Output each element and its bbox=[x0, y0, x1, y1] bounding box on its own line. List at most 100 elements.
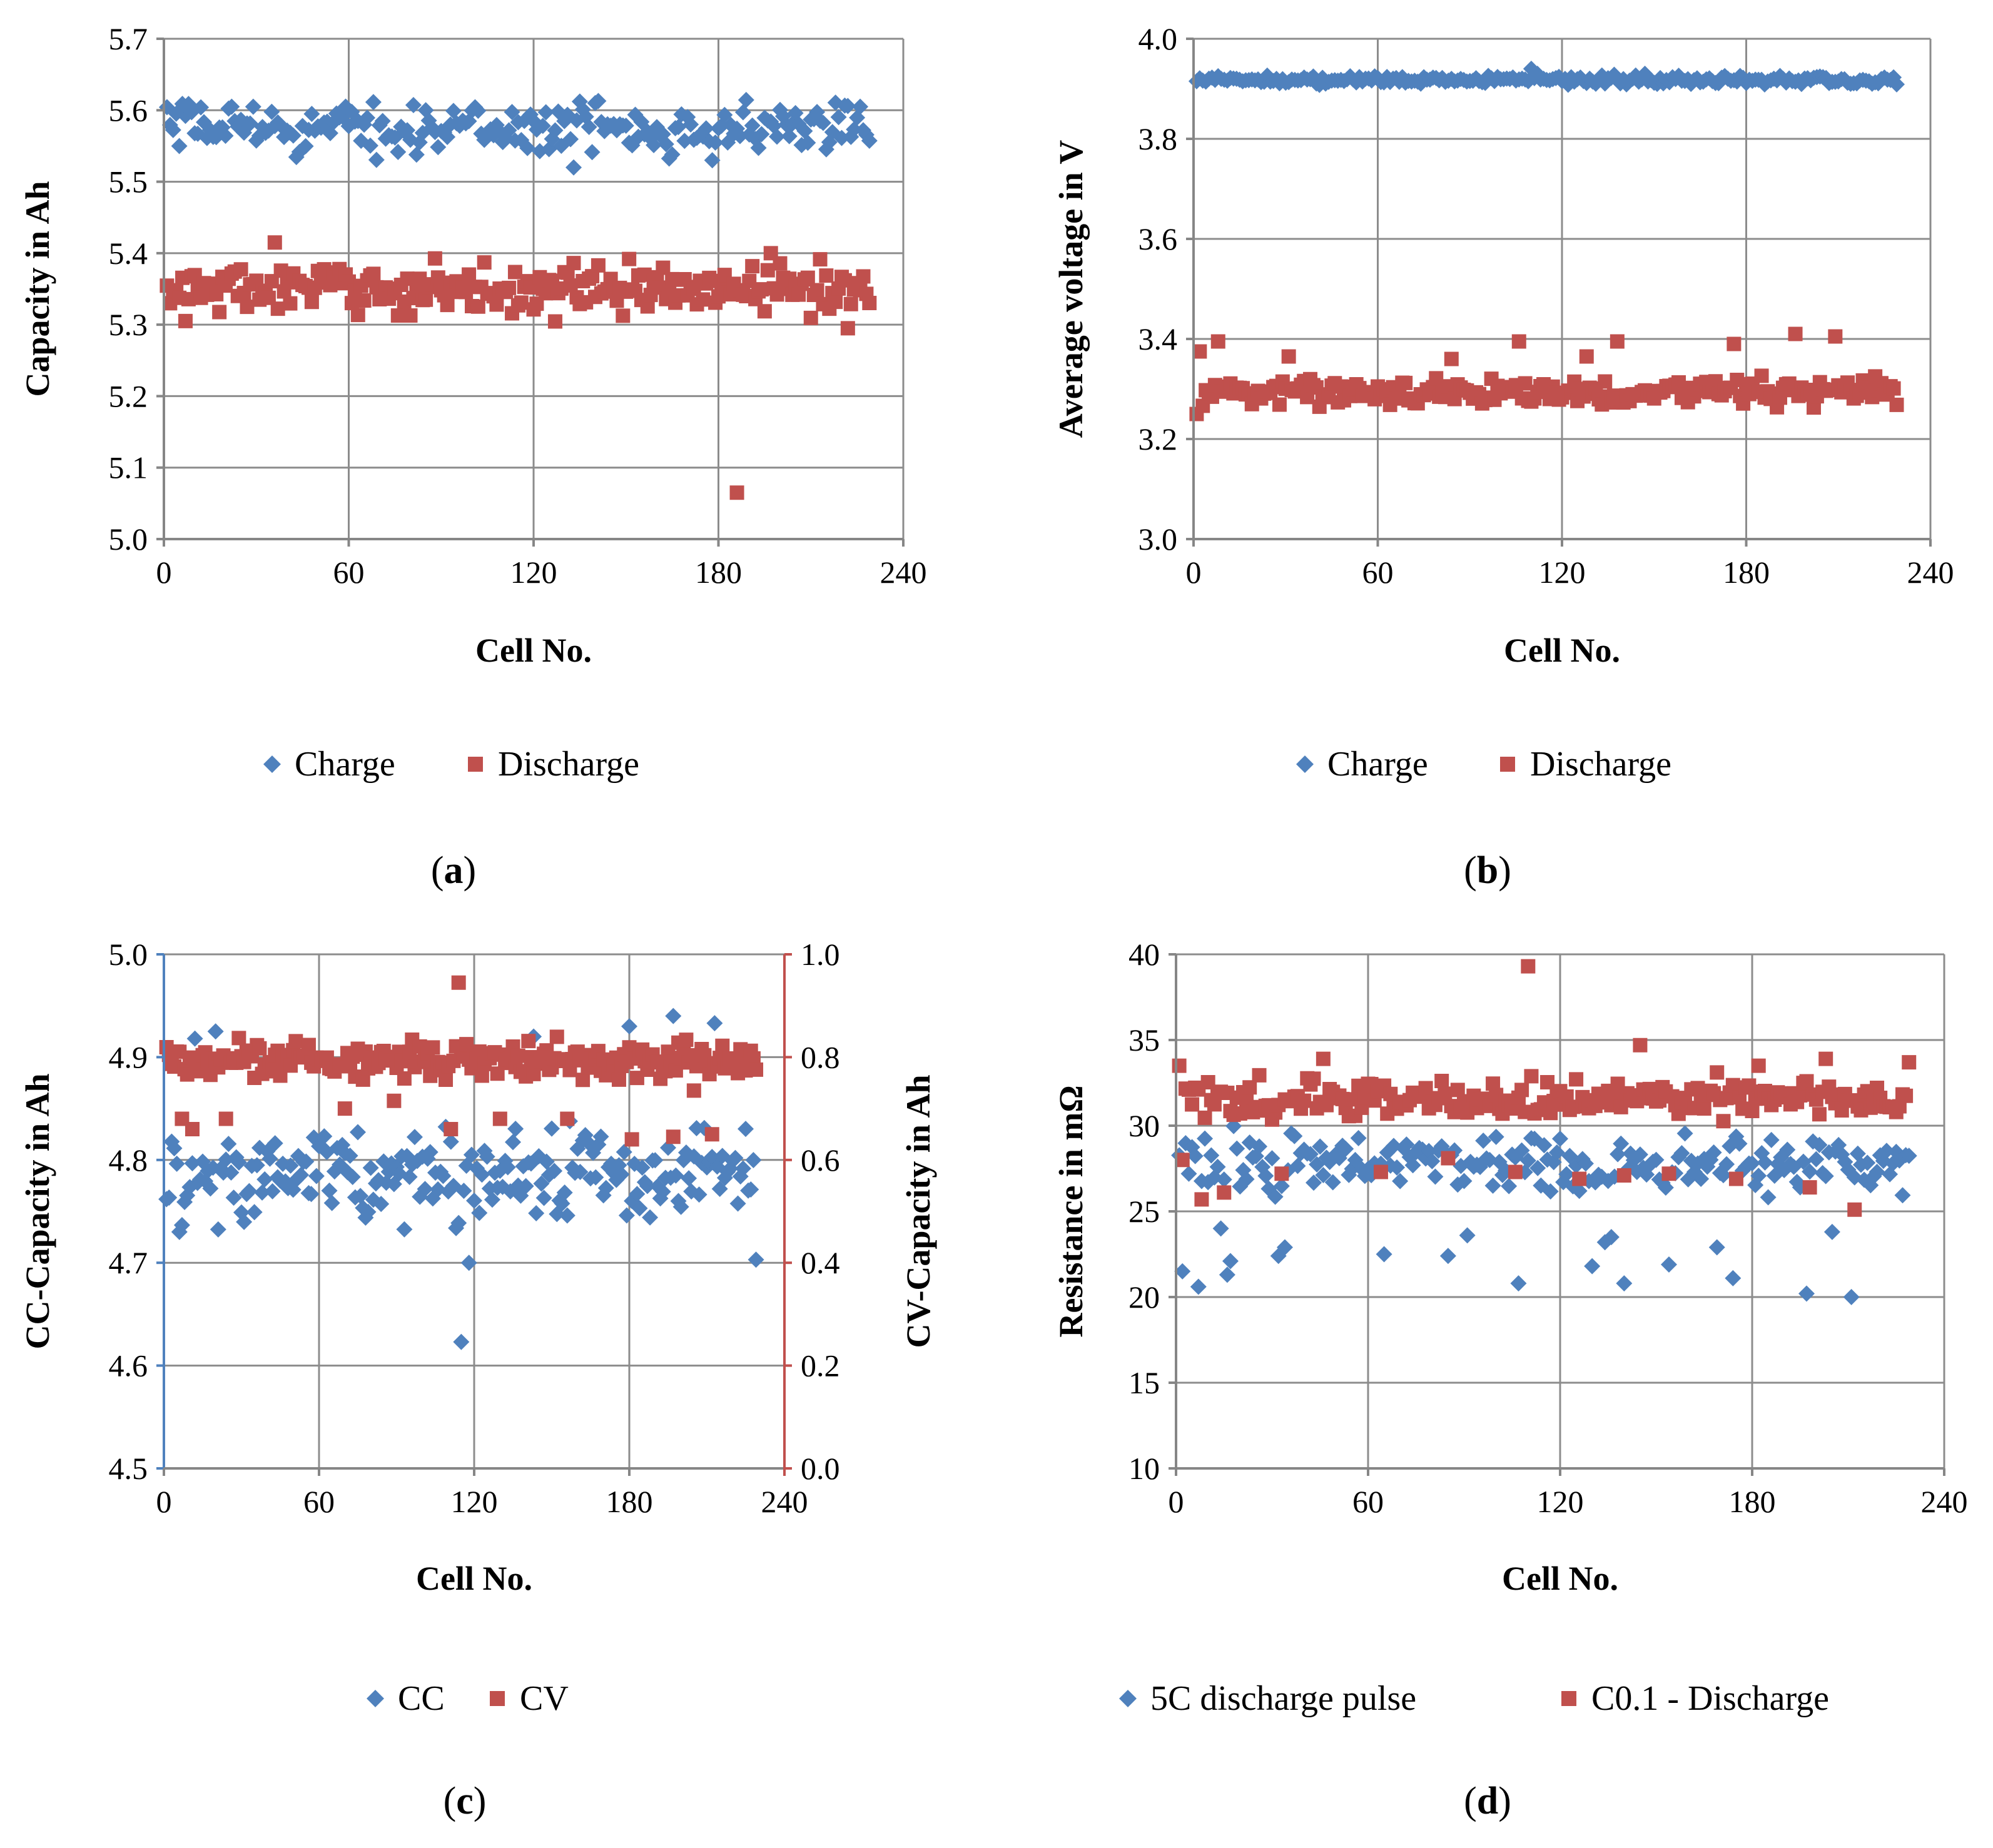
panel-a-discharge-point bbox=[819, 268, 834, 283]
panel-d-5c-discharge-pulse-point bbox=[1337, 1141, 1354, 1158]
panel-c-cc-point bbox=[629, 1186, 646, 1203]
panel-a-charge-point bbox=[534, 118, 551, 134]
panel-c-cc-point bbox=[241, 1183, 258, 1199]
panel-c-cv-point bbox=[679, 1033, 694, 1048]
panel-d-c0-1-discharge-point bbox=[1633, 1038, 1648, 1053]
panel-d-y-tick-labels: 10 15 20 25 30 35 40 bbox=[1128, 937, 1160, 1486]
panel-d-legend-label-c01: C0.1 - Discharge bbox=[1591, 1679, 1829, 1718]
panel-c-cc-point bbox=[422, 1144, 439, 1161]
panel-d-c0-1-discharge-point bbox=[1710, 1065, 1725, 1080]
panel-c-cc-point bbox=[544, 1120, 560, 1137]
panel-d-legend-marker-pulse bbox=[1119, 1690, 1137, 1707]
panel-a-charge-point bbox=[799, 134, 816, 151]
panel-a-discharge-point bbox=[350, 308, 365, 323]
panel-d-5c-discharge-pulse-point bbox=[1536, 1137, 1553, 1154]
panel-d-c0-1-discharge-point bbox=[1899, 1088, 1914, 1103]
panel-c-y-tick: 5.0 bbox=[109, 937, 148, 972]
panel-a-charge-point bbox=[833, 129, 850, 146]
panel-c-cc-point bbox=[559, 1207, 576, 1224]
panel-a-discharge-point bbox=[212, 305, 227, 320]
panel-a-discharge-point bbox=[400, 271, 415, 286]
panel-d-5c-discharge-pulse-point bbox=[1222, 1253, 1239, 1270]
panel-c-cv-point bbox=[355, 1072, 370, 1087]
panel-d-c0-1-discharge-point bbox=[1197, 1110, 1212, 1125]
panel-b-label-open: ( bbox=[1464, 849, 1477, 892]
panel-b-discharge-point bbox=[1518, 376, 1533, 391]
panel-d-c0-1-discharge-point bbox=[1434, 1073, 1449, 1088]
panel-d-5c-discharge-pulse-point bbox=[1225, 1118, 1242, 1134]
panel-d-c0-1-discharge-point bbox=[1696, 1101, 1712, 1116]
panel-c-cc-point bbox=[220, 1136, 237, 1153]
panel-a-x-tick: 0 bbox=[156, 555, 172, 590]
panel-c-cc-point bbox=[626, 1156, 643, 1173]
panel-c-cc-point bbox=[207, 1023, 224, 1040]
panel-a-discharge-point bbox=[344, 296, 359, 311]
panel-c-label-letter: c bbox=[456, 1780, 474, 1822]
panel-a-y-tick: 5.5 bbox=[109, 164, 148, 199]
panel-d-5c-discharge-pulse-point bbox=[1456, 1173, 1473, 1189]
panel-c-cc-point bbox=[350, 1124, 366, 1141]
panel-b-legend-label-charge: Charge bbox=[1327, 745, 1428, 784]
panel-d-c0-1-discharge-point bbox=[1802, 1180, 1817, 1195]
panel-d-c0-1-discharge-point bbox=[1441, 1151, 1456, 1166]
panel-c-cc-point bbox=[597, 1179, 614, 1196]
panel-d-5c-discharge-pulse-point bbox=[1203, 1147, 1220, 1164]
panel-d-5c-discharge-pulse-point bbox=[1631, 1146, 1648, 1163]
panel-d-x-tick: 60 bbox=[1352, 1484, 1384, 1519]
panel-c-y-tick: 4.7 bbox=[109, 1245, 148, 1280]
panel-a-y-tick: 5.7 bbox=[109, 21, 148, 56]
panel-d-5c-discharge-pulse-point bbox=[1584, 1258, 1601, 1275]
panel-d-5c-discharge-pulse-point bbox=[1484, 1177, 1501, 1194]
panel-c-cc-point bbox=[466, 1192, 482, 1209]
panel-b-discharge-point bbox=[1579, 349, 1594, 364]
panel-a-discharge-point bbox=[178, 313, 193, 328]
panel-d-c0-1-discharge-point bbox=[1418, 1081, 1433, 1096]
panel-a-discharge-point bbox=[754, 282, 769, 297]
panel-b-discharge-point bbox=[1192, 344, 1207, 359]
panel-d-5c-discharge-pulse-point bbox=[1798, 1285, 1815, 1302]
panel-a-y-tick: 5.6 bbox=[109, 93, 148, 128]
panel-a-y-axis-title: Capacity in Ah bbox=[19, 181, 56, 396]
panel-a-charge-point bbox=[830, 109, 847, 126]
panel-a-charge-point bbox=[374, 113, 391, 129]
panel-a-charge-point bbox=[303, 106, 320, 123]
panel-b-x-tick: 120 bbox=[1539, 555, 1586, 590]
panel-d-5c-discharge-pulse-point bbox=[1376, 1246, 1392, 1263]
panel-c-label: (c) bbox=[444, 1780, 487, 1822]
panel-d-5c-discharge-pulse-point bbox=[1660, 1256, 1677, 1273]
panel-c-cc-point bbox=[634, 1159, 651, 1176]
panel-c-cc-point bbox=[342, 1147, 358, 1164]
panel-a-charge-point bbox=[562, 131, 579, 148]
panel-c-cc-point bbox=[166, 1140, 183, 1157]
panel-c-cc-point bbox=[528, 1204, 545, 1221]
panel-b-y-tick: 3.2 bbox=[1138, 422, 1178, 457]
panel-c-legend: CC CV bbox=[367, 1679, 569, 1718]
panel-a-charge-point bbox=[646, 137, 662, 154]
panel-d-c0-1-discharge-point bbox=[1751, 1058, 1766, 1073]
panel-c-cv-point bbox=[686, 1083, 701, 1098]
panel-a-discharge-point bbox=[828, 295, 843, 310]
panel-d-5c-discharge-pulse-point bbox=[1389, 1159, 1406, 1176]
panel-c-cc-point bbox=[430, 1181, 447, 1198]
panel-c-cc-point bbox=[223, 1164, 240, 1181]
panel-c-cc-point bbox=[460, 1255, 477, 1271]
panel-c-cc-point bbox=[706, 1015, 723, 1032]
panel-a-charge-point bbox=[734, 104, 751, 121]
panel-d-c0-1-discharge-point bbox=[1514, 1083, 1529, 1098]
panel-a-x-tick: 120 bbox=[510, 555, 557, 590]
panel-a-discharge-point bbox=[745, 259, 760, 274]
panel-a-charge-point bbox=[738, 91, 754, 108]
panel-c-cc-point bbox=[186, 1030, 203, 1047]
panel-a-charge-point bbox=[390, 143, 407, 160]
panel-d-5c-discharge-pulse-point bbox=[1439, 1248, 1456, 1265]
panel-d-5c-discharge-pulse-point bbox=[1238, 1171, 1255, 1188]
panel-d-5c-discharge-pulse-point bbox=[1488, 1128, 1504, 1145]
panel-a-discharge-point bbox=[757, 304, 772, 319]
panel-a-discharge-point bbox=[656, 260, 671, 275]
panel-c-marks bbox=[158, 975, 764, 1350]
panel-a-discharge-point bbox=[616, 308, 631, 323]
panel-d-c0-1-discharge-point bbox=[1572, 1171, 1587, 1186]
panel-d-5c-discharge-pulse-point bbox=[1475, 1133, 1492, 1149]
panel-d-5c-discharge-pulse-point bbox=[1398, 1136, 1415, 1153]
panel-d-c0-1-discharge-point bbox=[1569, 1072, 1584, 1087]
